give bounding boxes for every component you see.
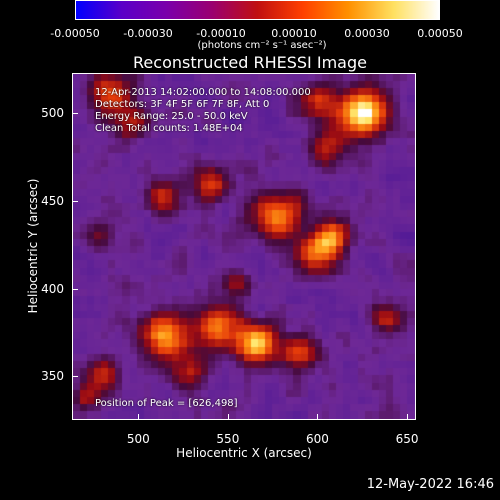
y-tick-label: 500 <box>41 106 64 121</box>
heatmap-plot <box>72 73 416 420</box>
y-axis-label: Heliocentric Y (arcsec) <box>26 178 40 314</box>
colorbar-units: (photons cm⁻² s⁻¹ asec⁻²) <box>197 40 327 51</box>
info-energy: Energy Range: 25.0 - 50.0 keV <box>95 111 248 122</box>
colorbar-tick: -0.00010 <box>196 27 246 40</box>
y-tick-mark <box>72 113 78 115</box>
x-tick-mark <box>407 414 409 420</box>
info-detectors: Detectors: 3F 4F 5F 6F 7F 8F, Att 0 <box>95 99 270 110</box>
colorbar-tick: -0.00050 <box>50 27 100 40</box>
colorbar-tick: 0.00030 <box>344 27 390 40</box>
y-tick-label: 400 <box>41 281 64 296</box>
y-tick-mark <box>72 200 78 202</box>
y-tick-mark <box>72 288 78 290</box>
x-tick-mark <box>227 414 229 420</box>
colorbar-tick: 0.00050 <box>417 27 463 40</box>
x-tick-label: 650 <box>395 432 419 446</box>
x-tick-label: 600 <box>306 432 329 446</box>
info-clean: Clean Total counts: 1.48E+04 <box>95 123 243 134</box>
x-axis-label: Heliocentric X (arcsec) <box>176 446 312 460</box>
footer-date: 12-May-2022 16:46 <box>366 477 494 492</box>
x-tick-mark <box>317 414 319 420</box>
info-time-range: 12-Apr-2013 14:02:00.000 to 14:08:00.000 <box>95 87 311 98</box>
y-tick-label: 450 <box>41 193 64 208</box>
x-tick-label: 550 <box>216 432 240 446</box>
y-tick-mark <box>72 376 78 378</box>
x-tick-label: 500 <box>126 432 150 446</box>
y-tick-label: 350 <box>41 369 64 384</box>
x-tick-mark <box>138 414 140 420</box>
colorbar-tick: -0.00030 <box>123 27 173 40</box>
heatmap-canvas <box>73 74 415 419</box>
colorbar <box>75 0 440 20</box>
colorbar-tick: 0.00010 <box>271 27 317 40</box>
chart-title: Reconstructed RHESSI Image <box>133 53 367 72</box>
info-peak: Position of Peak = [626,498] <box>95 398 238 409</box>
